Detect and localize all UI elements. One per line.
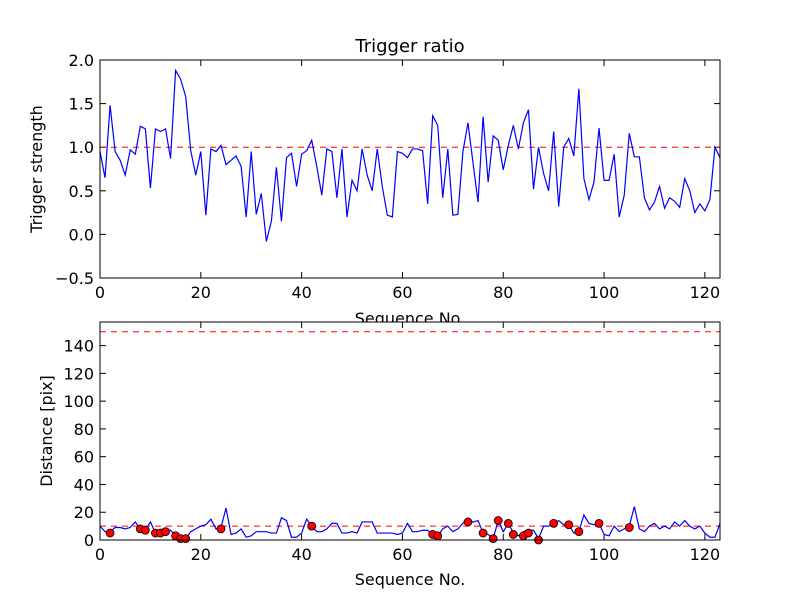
- chart-bottom-flagged-points-point: [508, 530, 518, 539]
- chart-bottom-y-tick-label: 20: [74, 503, 94, 522]
- chart-bottom-flagged-points-point: [524, 528, 533, 538]
- chart-bottom-flagged-points-point: [493, 516, 503, 525]
- chart-bottom-flagged-points-point: [574, 527, 584, 537]
- chart-top-y-tick-label: 0.5: [69, 182, 94, 201]
- chart-bottom-y-tick-label: 80: [74, 420, 94, 439]
- chart-bottom-flagged-points-point: [624, 523, 634, 532]
- chart-top-title: Trigger ratio: [354, 36, 464, 57]
- chart-bottom-x-tick-label: 100: [589, 545, 620, 564]
- chart-bottom-xlabel: Sequence No.: [355, 570, 466, 589]
- chart-bottom-series: [99, 506, 721, 545]
- chart-bottom-x-ticks: 0 20 40 60 80 100 120: [95, 322, 720, 564]
- chart-bottom-flagged-points-point: [594, 518, 604, 528]
- chart-bottom-reference-lines: [100, 331, 720, 527]
- chart-bottom-y-tick-label: 40: [74, 475, 94, 494]
- chart-bottom-y-tick-label: 120: [63, 364, 94, 383]
- chart-bottom-flagged-points-point: [463, 517, 473, 527]
- chart-top: Trigger ratio Trigger strength Sequence …: [27, 36, 721, 328]
- chart-bottom-flagged-points-point: [549, 518, 559, 528]
- chart-top-x-tick-label: 40: [291, 283, 311, 302]
- chart-bottom-flagged-points-point: [433, 531, 443, 541]
- chart-bottom-flagged-points-point: [181, 534, 191, 544]
- chart-bottom-flagged-points-point: [564, 520, 574, 530]
- chart-top-x-tick-label: 60: [392, 283, 412, 302]
- chart-bottom-y-tick-label: 60: [74, 448, 94, 467]
- chart-bottom-x-tick-label: 120: [690, 545, 721, 564]
- chart-top-plot-background: [100, 60, 720, 278]
- chart-bottom-x-tick-label: 60: [392, 545, 412, 564]
- chart-top-y-tick-label: −0.5: [55, 269, 94, 288]
- chart-top-series: [99, 68, 721, 242]
- chart-bottom-ylabel: Distance [pix]: [37, 375, 56, 487]
- chart-bottom-x-tick-label: 20: [191, 545, 211, 564]
- chart-top-x-tick-label: 120: [690, 283, 721, 302]
- chart-top-trigger-strength-line: [99, 68, 721, 242]
- chart-bottom-x-tick-label: 80: [493, 545, 513, 564]
- chart-bottom-flagged-points-point: [503, 518, 513, 528]
- chart-top-x-tick-label: 80: [493, 283, 513, 302]
- chart-bottom-plot-frame: [99, 321, 721, 541]
- chart-top-y-tick-label: 0.0: [69, 225, 94, 244]
- chart-top-y-tick-label: 1.5: [69, 95, 94, 114]
- chart-bottom-y-tick-label: 140: [63, 337, 94, 356]
- chart-bottom-x-tick-label: 40: [291, 545, 311, 564]
- chart-bottom-y-tick-label: 100: [63, 392, 94, 411]
- chart-bottom-flagged-points-point: [140, 525, 150, 535]
- chart-top-x-tick-label: 0: [95, 283, 105, 302]
- chart-top-y-tick-label: 2.0: [69, 51, 94, 70]
- chart-bottom-plot-background: [100, 322, 720, 540]
- chart-bottom-flagged-points-point: [105, 528, 115, 538]
- chart-bottom-y-ticks: 0 20 40 60 80 100 120 140: [63, 337, 720, 550]
- chart-bottom-distance-line: [99, 506, 721, 540]
- chart-top-x-tick-label: 20: [191, 283, 211, 302]
- chart-bottom: Distance [pix] Sequence No. 0 20 40 60 80 100…: [37, 321, 721, 589]
- chart-top-x-tick-label: 100: [589, 283, 620, 302]
- chart-bottom-flagged-points-point: [161, 527, 170, 537]
- chart-bottom-flagged-points-point: [478, 528, 488, 538]
- chart-top-ylabel: Trigger strength: [27, 105, 46, 234]
- chart-bottom-flagged-points-point: [216, 524, 226, 534]
- chart-top-plot-frame: [99, 59, 721, 279]
- chart-bottom-y-tick-label: 0: [84, 531, 94, 550]
- chart-bottom-flagged-points-point: [488, 534, 498, 544]
- chart-bottom-flagged-points-point: [307, 521, 317, 531]
- chart-top-y-tick-label: 1.0: [69, 138, 94, 157]
- chart-top-y-ticks: −0.5 0.0 0.5 1.0 1.5 2.0: [55, 51, 720, 288]
- chart-bottom-x-tick-label: 0: [95, 545, 105, 564]
